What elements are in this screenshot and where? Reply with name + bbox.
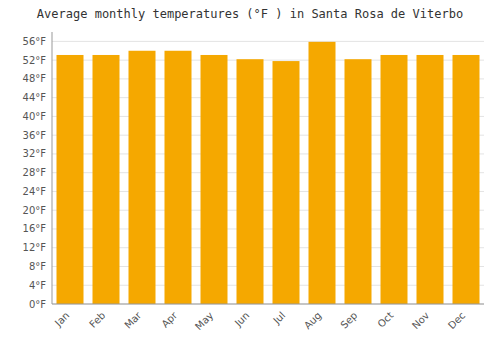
bar (165, 51, 192, 304)
grid-line (52, 304, 484, 305)
chart-svg: Average monthly temperatures (°F ) in Sa… (0, 0, 500, 350)
x-tick-label: Nov (410, 310, 432, 332)
grid-line (52, 41, 484, 42)
bar (93, 55, 120, 304)
bar (381, 55, 408, 304)
x-tick-label: Apr (159, 309, 180, 330)
bar (417, 55, 444, 304)
y-tick-label: 24°F (23, 186, 47, 197)
y-axis-line (52, 32, 53, 304)
bar (201, 55, 228, 304)
y-tick-label: 36°F (23, 130, 47, 141)
y-tick-label: 48°F (23, 73, 47, 84)
x-tick-label: Aug (302, 310, 324, 332)
bar (273, 61, 300, 304)
grid (52, 41, 484, 304)
title: Average monthly temperatures (°F ) in Sa… (37, 7, 463, 21)
x-tick-label: Jul (270, 310, 287, 327)
y-tick-label: 52°F (23, 55, 47, 66)
x-tick-label: Oct (375, 310, 395, 330)
y-tick-label: 56°F (23, 36, 47, 47)
x-tick-label: May (193, 310, 215, 332)
y-tick-label: 12°F (23, 242, 47, 253)
y-tick-label: 20°F (23, 205, 47, 216)
chart-container: Average monthly temperatures (°F ) in Sa… (0, 0, 500, 350)
x-axis: Jan Feb Mar Apr May Jun Jul Aug Sep Oct Nov Dec (52, 304, 484, 332)
bar (57, 55, 84, 304)
bar (345, 59, 372, 304)
bar (309, 42, 336, 304)
y-tick-label: 0°F (29, 299, 46, 310)
y-tick-label: 40°F (23, 111, 47, 122)
x-tick-label: Feb (87, 310, 107, 330)
y-tick-label: 16°F (23, 223, 47, 234)
x-tick-label: Jun (232, 310, 252, 330)
y-axis: 0°F 4°F 8°F 12°F 16°F 20°F 24°F 28°F 32°F 36°F 40°… (23, 32, 52, 310)
y-tick-label: 4°F (29, 280, 46, 291)
x-tick-label: Jan (52, 310, 71, 329)
y-tick-label: 44°F (23, 92, 47, 103)
bar (129, 51, 156, 304)
y-tick-label: 32°F (23, 148, 47, 159)
x-axis-line (52, 304, 484, 305)
y-tick-label: 28°F (23, 167, 47, 178)
x-tick-label: Mar (122, 309, 144, 331)
bar (453, 55, 480, 304)
x-tick-label: Sep (338, 310, 359, 331)
x-tick-label: Dec (446, 310, 467, 331)
y-tick-label: 8°F (29, 261, 46, 272)
bars (57, 42, 480, 304)
bar (237, 59, 264, 304)
